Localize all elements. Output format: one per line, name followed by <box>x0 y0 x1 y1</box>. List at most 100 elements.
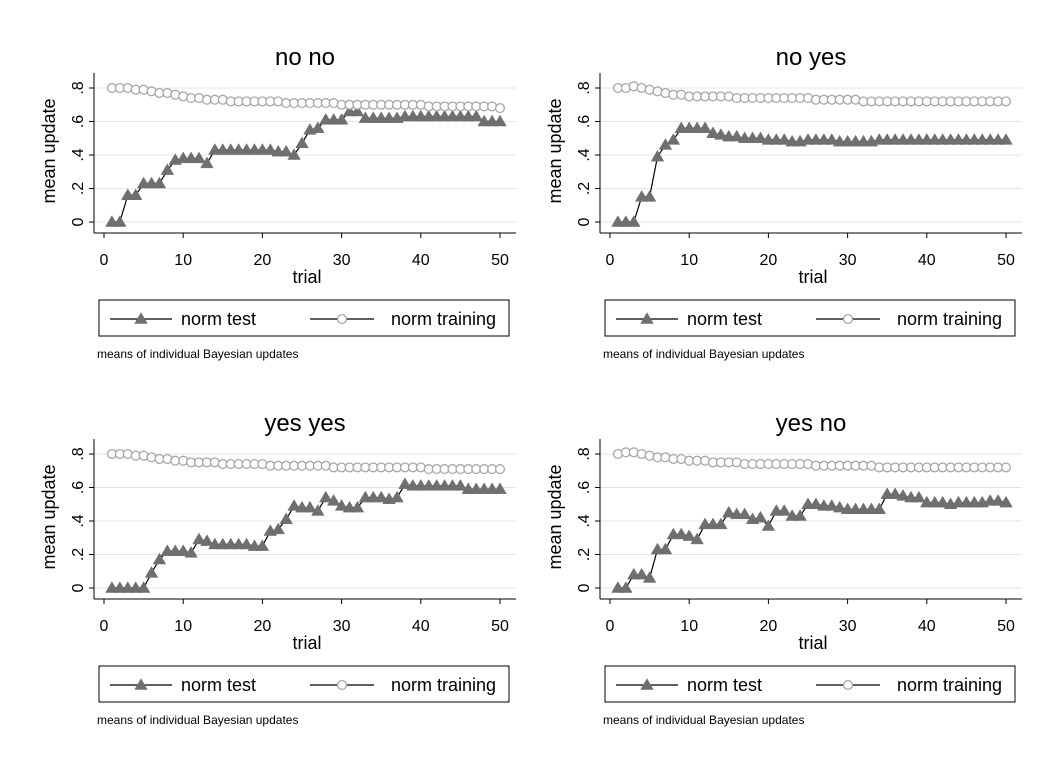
x-tick-label: 20 <box>254 252 272 269</box>
data-point <box>200 156 214 169</box>
data-point <box>642 190 657 202</box>
legend-marker-triangle <box>134 678 148 690</box>
x-tick-label: 50 <box>491 252 509 269</box>
x-tick-label: 10 <box>174 618 192 635</box>
legend-marker-triangle <box>640 678 654 690</box>
data-point <box>777 504 791 516</box>
data-point <box>1000 462 1012 473</box>
data-point <box>753 510 768 523</box>
chart-title: yes no <box>776 410 847 437</box>
y-tick-label: .4 <box>576 148 593 161</box>
data-point <box>263 143 278 155</box>
x-tick-label: 30 <box>333 252 351 269</box>
data-point <box>334 113 349 125</box>
y-tick-label: 0 <box>576 217 593 226</box>
data-point <box>706 126 720 138</box>
data-point <box>658 542 673 555</box>
y-tick-label: .2 <box>70 182 87 195</box>
data-point <box>809 497 823 509</box>
data-point <box>912 490 926 503</box>
x-axis-label: trial <box>798 633 827 653</box>
data-point <box>271 522 285 535</box>
legend: norm test norm training <box>98 665 510 703</box>
chart-title: yes yes <box>264 410 345 437</box>
series-norm-test <box>611 121 1013 227</box>
data-point <box>999 133 1013 145</box>
data-point <box>642 571 657 583</box>
data-point <box>494 103 506 114</box>
y-tick-label: 0 <box>70 217 87 226</box>
data-point <box>152 176 167 189</box>
data-point <box>896 489 910 501</box>
x-tick-label: 20 <box>760 252 778 269</box>
data-point <box>714 517 728 530</box>
y-tick-label: .6 <box>576 481 593 494</box>
figure-note: means of individual Bayesian updates <box>603 713 804 727</box>
data-point <box>761 519 776 531</box>
x-axis-label: trial <box>798 267 827 287</box>
data-point <box>255 539 270 551</box>
chart-panel-3: yes yes 0 .2 .4 .6 .8 mean update 0 10 20 30 40 50 tr… <box>39 410 516 727</box>
x-tick-label: 10 <box>680 252 698 269</box>
series-norm-test <box>611 487 1013 593</box>
data-point <box>295 136 309 149</box>
data-point <box>619 581 633 593</box>
x-tick-label: 30 <box>839 252 857 269</box>
data-point <box>832 500 847 513</box>
y-tick-label: .4 <box>70 514 87 527</box>
series-norm-test <box>105 477 507 593</box>
y-tick-label: .2 <box>70 548 87 561</box>
data-point <box>113 215 127 227</box>
chart-title: no no <box>275 44 335 71</box>
data-point <box>729 129 744 142</box>
y-tick-label: .4 <box>70 148 87 161</box>
data-point <box>319 490 333 503</box>
x-tick-label: 50 <box>997 252 1015 269</box>
y-tick-label: .6 <box>70 115 87 128</box>
series-norm-training <box>612 81 1012 107</box>
legend-label: norm training <box>391 675 496 695</box>
chart-title: no yes <box>776 44 847 71</box>
data-point <box>690 532 704 545</box>
x-tick-label: 0 <box>606 252 615 269</box>
chart-panel-1: no no 0 .2 .4 .6 .8 mean update 0 10 20 30 40 50 tria… <box>39 44 516 361</box>
y-tick-label: .8 <box>70 81 87 94</box>
data-point <box>279 512 293 525</box>
data-point <box>350 104 365 117</box>
data-point <box>650 149 665 162</box>
data-point <box>184 546 198 558</box>
legend: norm test norm training <box>604 299 1016 337</box>
y-axis-label: mean update <box>39 98 59 203</box>
data-point <box>935 495 950 508</box>
legend-label: norm test <box>687 675 762 695</box>
data-point <box>192 532 206 545</box>
y-tick-label: .2 <box>576 182 593 195</box>
x-tick-label: 0 <box>100 252 109 269</box>
x-tick-label: 40 <box>412 252 430 269</box>
y-tick-label: .4 <box>576 514 593 527</box>
data-point <box>176 544 190 556</box>
legend-label: norm test <box>181 675 256 695</box>
x-tick-label: 30 <box>333 618 351 635</box>
x-tick-label: 50 <box>491 618 509 635</box>
y-tick-label: .6 <box>576 115 593 128</box>
legend-box <box>604 665 1016 703</box>
data-point <box>303 500 317 513</box>
chart-panel-4: yes no 0 .2 .4 .6 .8 mean update 0 10 20 30 40 50 tri… <box>545 410 1022 727</box>
y-tick-label: 0 <box>576 583 593 592</box>
x-tick-label: 20 <box>254 618 272 635</box>
data-point <box>753 131 768 143</box>
data-point <box>825 133 839 145</box>
data-point <box>311 504 325 516</box>
x-tick-label: 10 <box>174 252 192 269</box>
y-axis-label: mean update <box>39 464 59 569</box>
series-line <box>111 110 500 223</box>
data-point <box>374 490 388 503</box>
data-point <box>1000 96 1012 107</box>
data-point <box>722 505 736 518</box>
legend-label: norm test <box>687 309 762 329</box>
data-point <box>398 477 412 489</box>
data-point <box>160 163 175 175</box>
data-point <box>682 529 696 541</box>
